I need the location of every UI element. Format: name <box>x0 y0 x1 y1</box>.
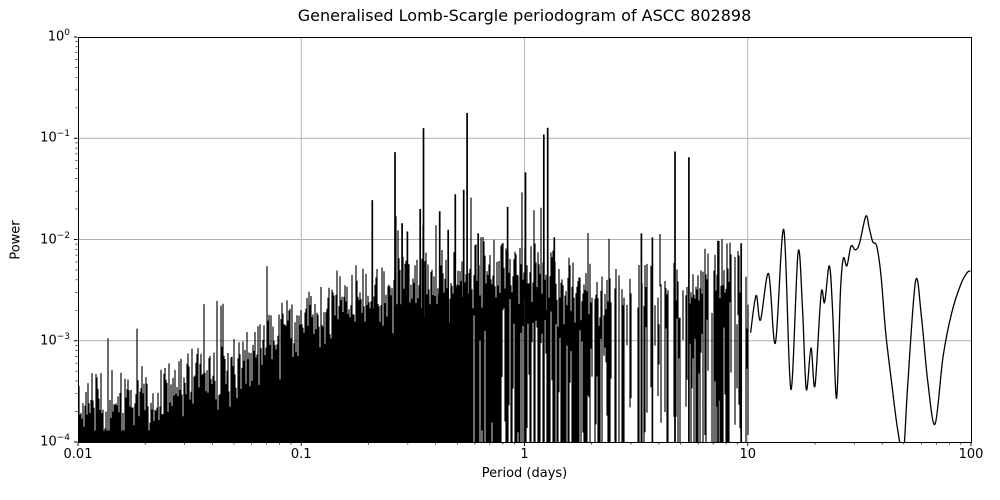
chart-title: Generalised Lomb-Scargle periodogram of … <box>297 6 752 25</box>
y-tick-label: 10−4 <box>40 433 70 450</box>
y-tick-label: 10−1 <box>40 129 70 146</box>
x-axis-label: Period (days) <box>481 466 568 481</box>
x-tick-label: 10 <box>739 447 757 462</box>
y-tick-label: 10−2 <box>40 230 70 247</box>
x-tick-label: 0.01 <box>63 447 93 462</box>
minor-ticks <box>75 41 962 445</box>
major-ticks <box>74 36 972 446</box>
periodogram-smooth-tail <box>749 215 971 442</box>
x-tick-label: 0.1 <box>290 447 312 462</box>
y-tick-label: 100 <box>47 28 70 45</box>
periodogram-peaks <box>371 112 743 442</box>
y-axis-label: Power <box>8 220 24 260</box>
gridlines <box>78 37 971 442</box>
axes-spines <box>78 37 972 443</box>
x-tick-label: 1 <box>520 447 529 462</box>
x-tick-label: 100 <box>958 447 984 462</box>
y-tick-label: 10−3 <box>40 331 70 349</box>
